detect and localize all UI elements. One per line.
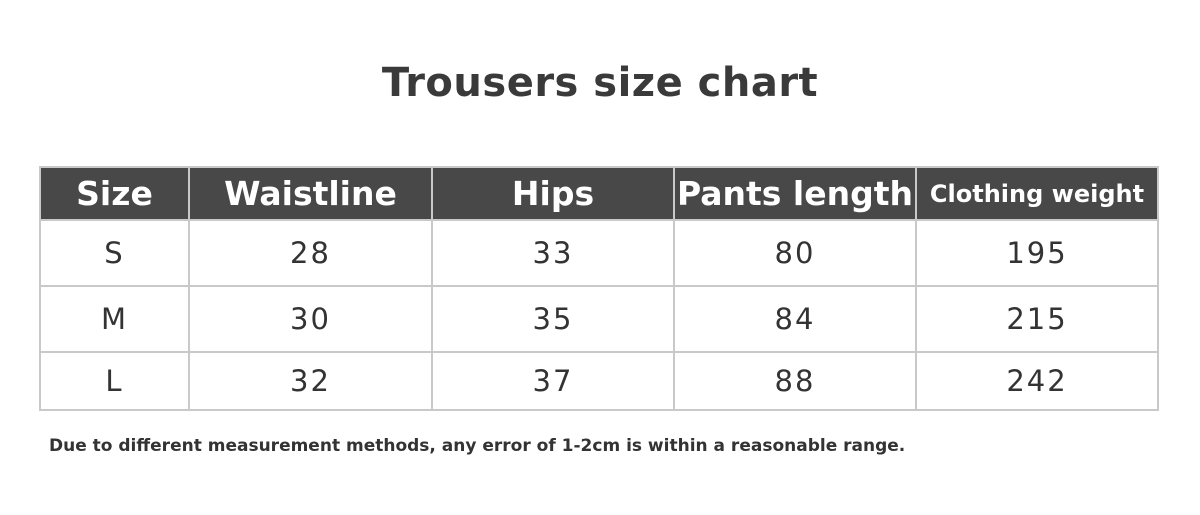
cell-waistline: 32: [188, 351, 433, 411]
table-row: L 32 37 88 242: [39, 351, 1159, 411]
table-row: M 30 35 84 215: [39, 285, 1159, 353]
cell-clothing-weight: 215: [915, 285, 1159, 353]
header-waistline: Waistline: [188, 166, 433, 221]
cell-pants-length: 80: [673, 219, 917, 287]
cell-hips: 33: [431, 219, 675, 287]
cell-size: S: [39, 219, 190, 287]
page-title: Trousers size chart: [381, 60, 819, 106]
size-table: Size Waistline Hips Pants length Clothin…: [39, 166, 1159, 411]
cell-hips: 37: [431, 351, 675, 411]
header-size: Size: [39, 166, 190, 221]
cell-pants-length: 84: [673, 285, 917, 353]
cell-waistline: 30: [188, 285, 433, 353]
header-clothing-weight: Clothing weight: [915, 166, 1159, 221]
cell-waistline: 28: [188, 219, 433, 287]
header-row: Size Waistline Hips Pants length Clothin…: [39, 166, 1159, 221]
cell-size: M: [39, 285, 190, 353]
cell-clothing-weight: 195: [915, 219, 1159, 287]
header-pants-length: Pants length: [673, 166, 917, 221]
cell-pants-length: 88: [673, 351, 917, 411]
cell-size: L: [39, 351, 190, 411]
cell-clothing-weight: 242: [915, 351, 1159, 411]
header-hips: Hips: [431, 166, 675, 221]
table-row: S 28 33 80 195: [39, 219, 1159, 287]
measurement-note: Due to different measurement methods, an…: [49, 436, 906, 456]
cell-hips: 35: [431, 285, 675, 353]
